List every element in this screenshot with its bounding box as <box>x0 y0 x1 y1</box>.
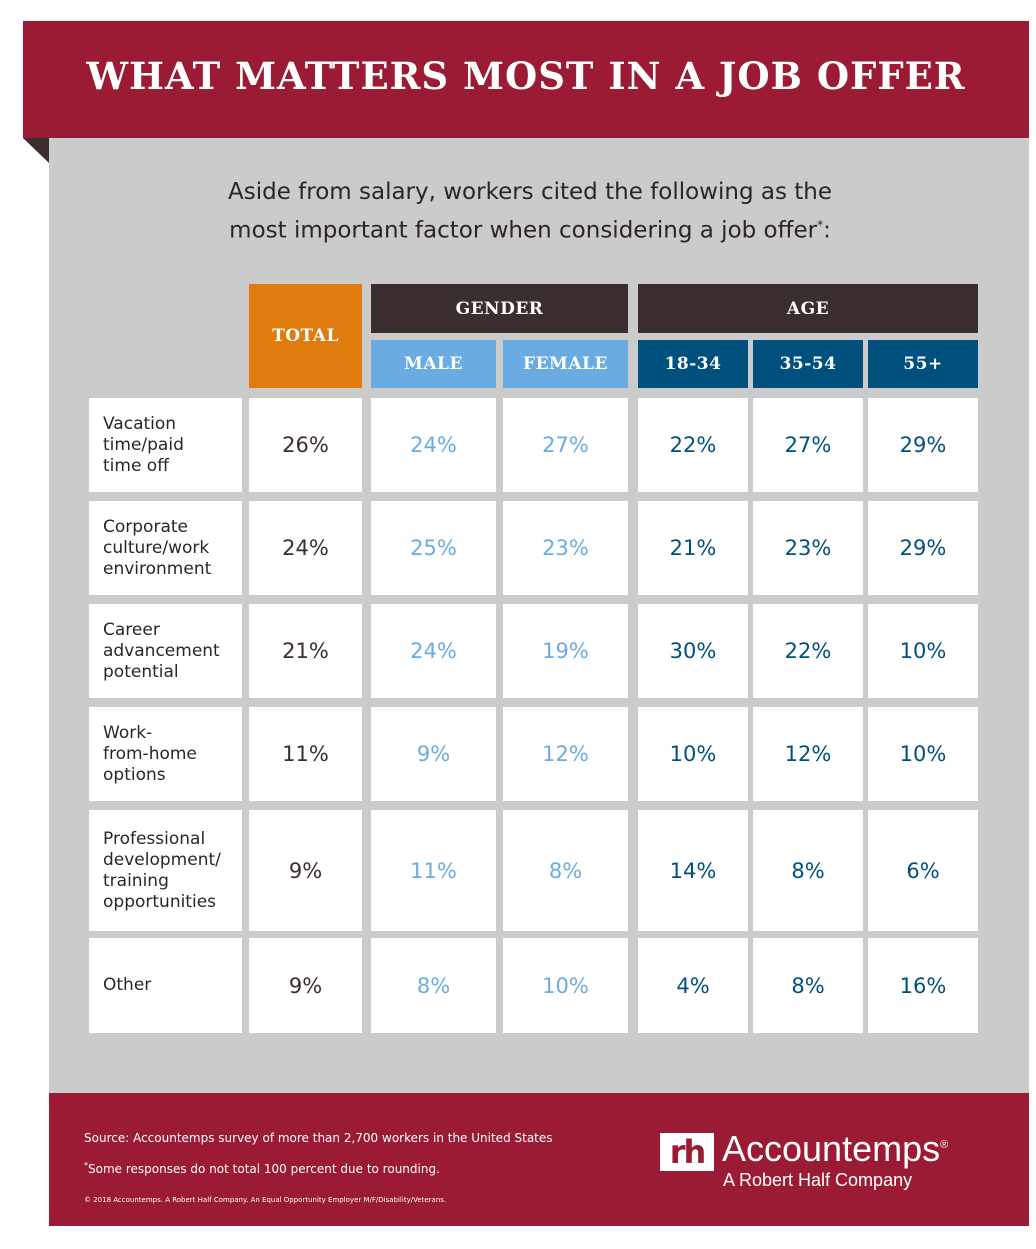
row-label: Career advancement potential <box>89 604 242 698</box>
data-cell: 30% <box>638 604 748 698</box>
data-cell: 9% <box>371 707 496 801</box>
data-cell: 27% <box>753 398 863 492</box>
data-cell: 8% <box>371 938 496 1033</box>
data-cell: 14% <box>638 810 748 931</box>
data-cell: 24% <box>371 398 496 492</box>
data-cell: 16% <box>868 938 978 1033</box>
data-cell: 8% <box>503 810 628 931</box>
data-cell: 22% <box>638 398 748 492</box>
source-note: Source: Accountemps survey of more than … <box>84 1131 553 1145</box>
column-header: MALE <box>371 340 496 388</box>
header-age: AGE <box>638 284 978 333</box>
row-label-text: Corporate culture/work environment <box>103 516 212 579</box>
data-cell: 8% <box>753 938 863 1033</box>
data-cell: 6% <box>868 810 978 931</box>
row-label-text: Professional development/ training oppor… <box>103 828 221 912</box>
data-cell: 21% <box>249 604 362 698</box>
column-header: 35-54 <box>753 340 863 388</box>
logo-subtitle: A Robert Half Company <box>723 1170 913 1190</box>
logo-name-text: Accountemps <box>722 1128 941 1169</box>
data-cell: 11% <box>249 707 362 801</box>
data-cell: 4% <box>638 938 748 1033</box>
data-cell: 23% <box>503 501 628 595</box>
logo-name: Accountemps® <box>722 1128 948 1170</box>
row-label-text: Vacation time/paid time off <box>103 413 184 476</box>
data-cell: 11% <box>371 810 496 931</box>
data-cell: 10% <box>503 938 628 1033</box>
subtitle-line-2: most important factor when considering a… <box>120 209 940 248</box>
row-label-text: Work- from-home options <box>103 722 197 785</box>
header-total: TOTAL <box>249 284 362 388</box>
title-banner: WHAT MATTERS MOST IN A JOB OFFER <box>23 21 1029 138</box>
data-cell: 9% <box>249 810 362 931</box>
data-cell: 19% <box>503 604 628 698</box>
data-cell: 12% <box>753 707 863 801</box>
row-label-text: Career advancement potential <box>103 619 220 682</box>
subtitle-colon: : <box>823 217 831 244</box>
rh-logo-icon: rh <box>660 1133 714 1171</box>
data-cell: 10% <box>868 707 978 801</box>
row-label: Work- from-home options <box>89 707 242 801</box>
row-label: Vacation time/paid time off <box>89 398 242 492</box>
data-cell: 12% <box>503 707 628 801</box>
data-cell: 25% <box>371 501 496 595</box>
column-header: FEMALE <box>503 340 628 388</box>
data-cell: 10% <box>638 707 748 801</box>
subtitle-asterisk: * <box>817 218 824 232</box>
column-header: 55+ <box>868 340 978 388</box>
row-label: Other <box>89 938 242 1033</box>
data-cell: 29% <box>868 501 978 595</box>
data-cell: 24% <box>371 604 496 698</box>
data-cell: 27% <box>503 398 628 492</box>
data-cell: 22% <box>753 604 863 698</box>
row-label: Professional development/ training oppor… <box>89 810 242 931</box>
copyright: © 2018 Accountemps. A Robert Half Compan… <box>84 1196 447 1204</box>
data-cell: 8% <box>753 810 863 931</box>
note-asterisk: * <box>84 1161 88 1170</box>
data-cell: 26% <box>249 398 362 492</box>
banner-fold <box>23 138 49 163</box>
data-cell: 9% <box>249 938 362 1033</box>
logo-registered: ® <box>940 1139 949 1151</box>
data-cell: 21% <box>638 501 748 595</box>
data-cell: 29% <box>868 398 978 492</box>
subtitle-text: most important factor when considering a… <box>229 217 818 244</box>
page-title: WHAT MATTERS MOST IN A JOB OFFER <box>86 53 966 98</box>
data-cell: 10% <box>868 604 978 698</box>
header-gender: GENDER <box>371 284 628 333</box>
note-text: Some responses do not total 100 percent … <box>88 1162 440 1176</box>
subtitle-line-1: Aside from salary, workers cited the fol… <box>227 179 832 205</box>
data-cell: 23% <box>753 501 863 595</box>
row-label: Corporate culture/work environment <box>89 501 242 595</box>
rounding-note: *Some responses do not total 100 percent… <box>84 1161 440 1176</box>
column-header: 18-34 <box>638 340 748 388</box>
footer-banner <box>49 1093 1029 1226</box>
row-label-text: Other <box>103 975 152 995</box>
data-cell: 24% <box>249 501 362 595</box>
